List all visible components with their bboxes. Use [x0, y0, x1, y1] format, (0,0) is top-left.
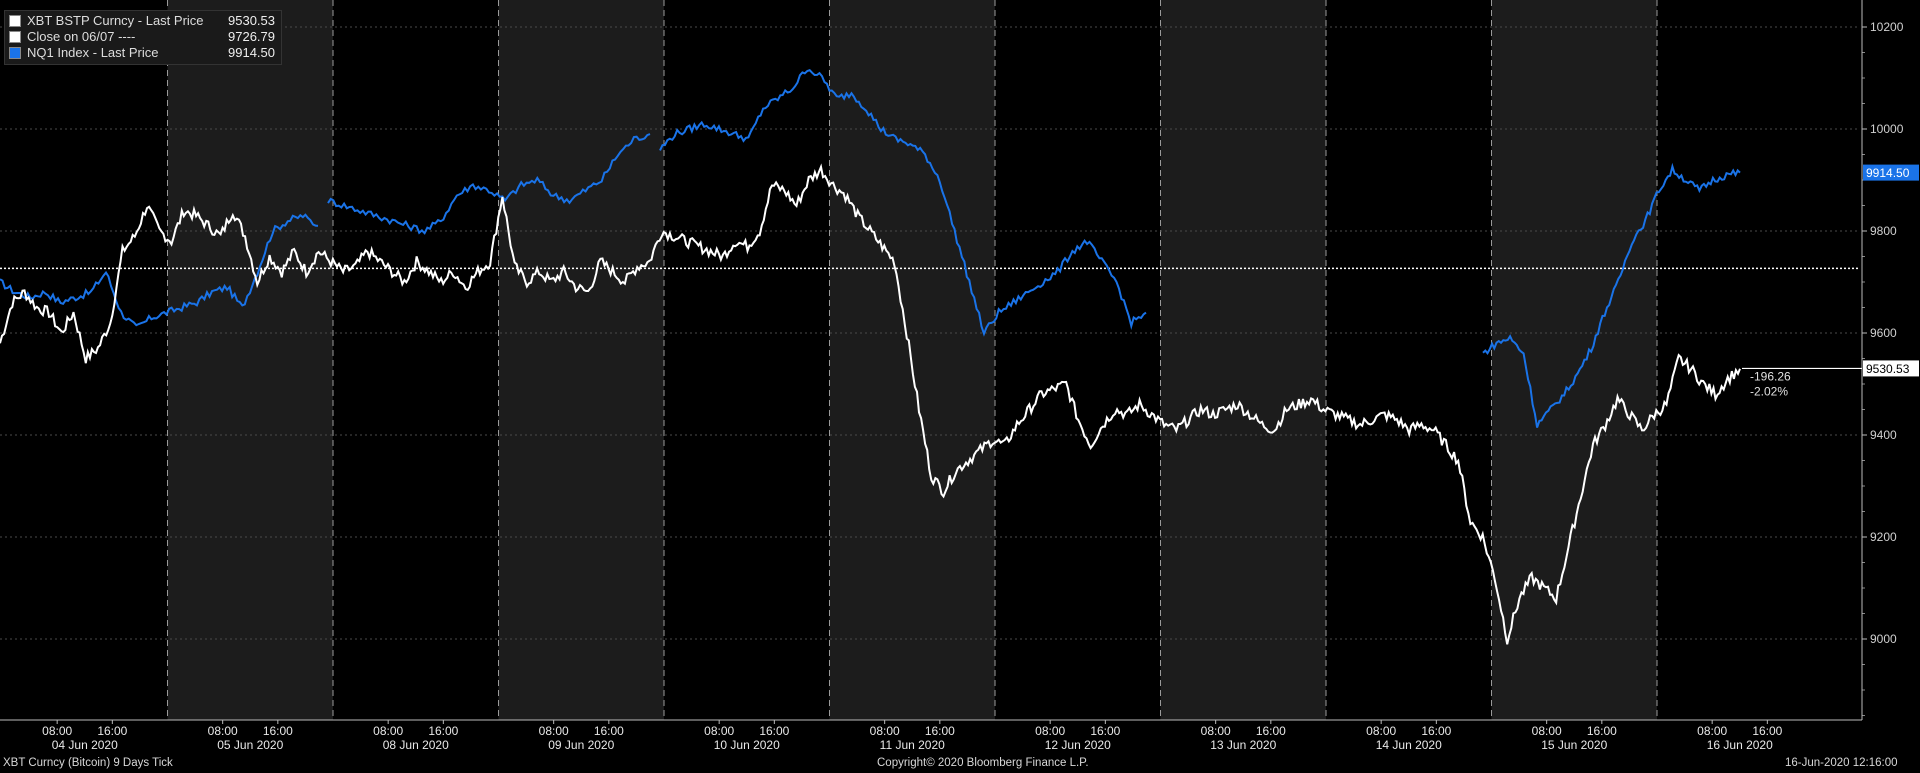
nq-last-tag-box	[1863, 164, 1919, 181]
x-tick-label: 08:00	[1035, 724, 1065, 738]
nq-line-segment	[1482, 162, 1741, 428]
x-tick-label: 08:00	[539, 724, 569, 738]
legend-label-nq: NQ1 Index - Last Price	[27, 45, 159, 60]
y-tick-label: 10200	[1870, 20, 1904, 34]
xbt-last-tag-box	[1863, 360, 1919, 377]
x-day-label: 16 Jun 2020	[1707, 738, 1773, 752]
day-shading	[167, 0, 1657, 720]
x-tick-label: 08:00	[373, 724, 403, 738]
footer-copyright: Copyright© 2020 Bloomberg Finance L.P.	[877, 757, 1089, 769]
x-tick-label: 16:00	[925, 724, 955, 738]
x-tick-label: 08:00	[1697, 724, 1727, 738]
nq-line-segment	[327, 133, 651, 235]
day-shade	[829, 0, 995, 720]
x-day-label: 10 Jun 2020	[714, 738, 780, 752]
legend-label-close: Close on 06/07 ----	[27, 29, 136, 44]
footer-security: XBT Curncy (Bitcoin) 9 Days Tick	[3, 757, 173, 769]
footer-timestamp: 16-Jun-2020 12:16:00	[1785, 757, 1898, 769]
legend: XBT BSTP Curncy - Last Price 9530.53 Clo…	[4, 10, 282, 65]
x-tick-label: 08:00	[1201, 724, 1231, 738]
xbt-line	[0, 163, 1741, 645]
x-tick-label: 16:00	[759, 724, 789, 738]
legend-swatch-close	[9, 31, 21, 43]
nq-line-segment	[659, 69, 1147, 337]
x-day-label: 15 Jun 2020	[1541, 738, 1607, 752]
x-tick-label: 08:00	[42, 724, 72, 738]
x-tick-label: 16:00	[428, 724, 458, 738]
x-day-label: 05 Jun 2020	[217, 738, 283, 752]
x-day-label: 14 Jun 2020	[1376, 738, 1442, 752]
x-tick-label: 16:00	[1256, 724, 1286, 738]
legend-value-close: 9726.79	[228, 29, 275, 44]
day-shade	[167, 0, 333, 720]
x-tick-label: 16:00	[1090, 724, 1120, 738]
y-tick-label: 10000	[1870, 122, 1904, 136]
x-day-label: 08 Jun 2020	[383, 738, 449, 752]
value-tags: 9530.53 9914.50 -196.26-2.02%	[1742, 164, 1919, 398]
legend-label-xbt: XBT BSTP Curncy - Last Price	[27, 13, 204, 28]
x-tick-label: 16:00	[1587, 724, 1617, 738]
legend-item-nq: NQ1 Index - Last Price 9914.50	[9, 45, 275, 61]
x-day-label: 12 Jun 2020	[1045, 738, 1111, 752]
y-tick-label: 9600	[1870, 326, 1897, 340]
x-day-label: 09 Jun 2020	[548, 738, 614, 752]
x-tick-label: 16:00	[263, 724, 293, 738]
x-day-label: 13 Jun 2020	[1210, 738, 1276, 752]
x-tick-label: 08:00	[704, 724, 734, 738]
legend-swatch-nq	[9, 47, 21, 59]
x-tick-label: 08:00	[870, 724, 900, 738]
x-tick-label: 16:00	[97, 724, 127, 738]
legend-swatch-xbt	[9, 15, 21, 27]
change-percent: -2.02%	[1750, 384, 1788, 398]
x-tick-label: 08:00	[208, 724, 238, 738]
nq-last-tag: 9914.50	[1866, 166, 1910, 180]
xbt-last-tag: 9530.53	[1866, 362, 1910, 376]
grid	[0, 0, 1860, 720]
x-tick-label: 16:00	[1752, 724, 1782, 738]
x-tick-label: 16:00	[594, 724, 624, 738]
nq-line-segment	[0, 213, 319, 327]
series	[0, 69, 1741, 645]
day-shade	[1160, 0, 1326, 720]
y-tick-label: 9800	[1870, 224, 1897, 238]
y-tick-label: 9200	[1870, 530, 1897, 544]
x-day-label: 11 Jun 2020	[880, 738, 945, 752]
change-value: -196.26	[1750, 369, 1791, 383]
legend-item-xbt: XBT BSTP Curncy - Last Price 9530.53	[9, 13, 275, 29]
day-shade	[498, 0, 664, 720]
axes: 9000 9200 9400 9600 9800 10000 10200 08:00 16:00…	[0, 0, 1904, 752]
y-tick-label: 9000	[1870, 632, 1897, 646]
y-tick-label: 9400	[1870, 428, 1897, 442]
legend-value-nq: 9914.50	[228, 45, 275, 60]
legend-value-xbt: 9530.53	[228, 13, 275, 28]
legend-item-close: Close on 06/07 ---- 9726.79	[9, 29, 275, 45]
x-tick-label: 08:00	[1532, 724, 1562, 738]
x-tick-label: 08:00	[1366, 724, 1396, 738]
x-tick-label: 16:00	[1421, 724, 1451, 738]
x-day-label: 04 Jun 2020	[52, 738, 118, 752]
